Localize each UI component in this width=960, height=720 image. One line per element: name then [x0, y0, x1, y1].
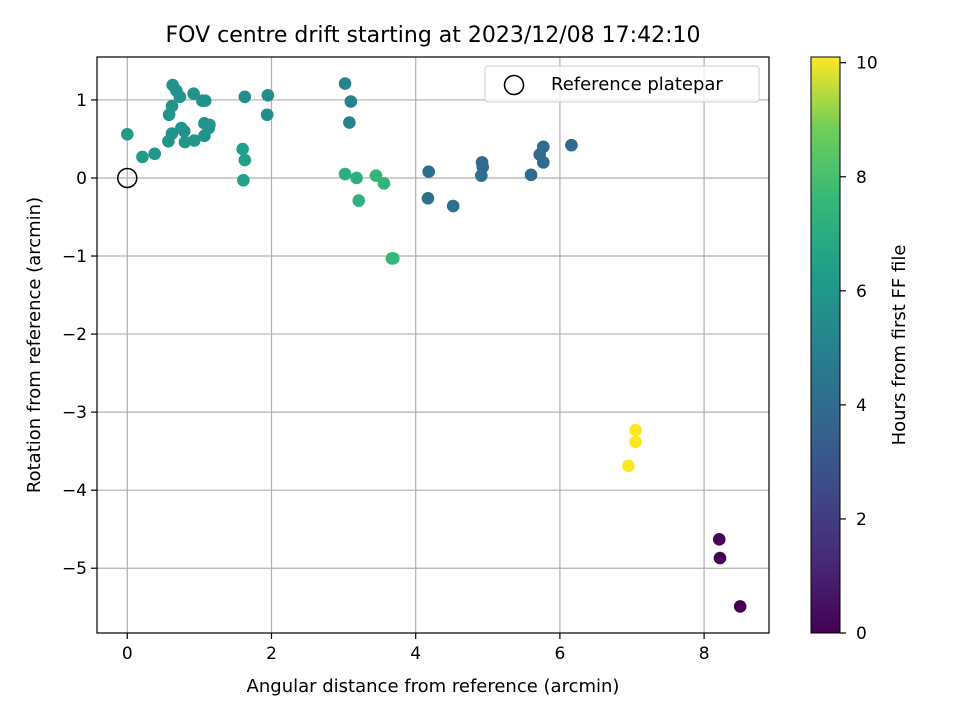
data-point: [629, 435, 642, 449]
y-tick-label: 1: [76, 91, 87, 111]
data-point: [187, 87, 200, 100]
data-point: [475, 169, 488, 182]
legend-box: [484, 65, 760, 103]
chart-title: FOV centre drift starting at 2023/12/08 …: [166, 23, 701, 48]
colorbar-tick-label: 4: [856, 396, 867, 416]
data-point: [236, 142, 249, 156]
data-point: [343, 116, 356, 129]
data-points: [117, 77, 747, 613]
data-point: [369, 169, 383, 182]
colorbar: 0 2 4 6 8 10 Hours from first FF file: [810, 54, 910, 644]
x-tick-label: 2: [266, 644, 277, 664]
x-tick-label: 6: [554, 644, 565, 664]
x-tick-label: 0: [122, 644, 133, 664]
x-axis-label: Angular distance from reference (arcmin): [247, 676, 620, 697]
data-point: [178, 135, 192, 149]
y-tick-label: −1: [62, 247, 87, 267]
data-point: [537, 156, 550, 169]
data-point: [238, 90, 252, 104]
data-point: [237, 174, 250, 187]
colorbar-gradient: [810, 56, 841, 634]
colorbar-tick-label: 10: [856, 54, 878, 74]
plot-frame: [96, 56, 770, 634]
data-point: [713, 551, 727, 565]
data-point: [177, 124, 191, 138]
data-point: [260, 108, 274, 122]
data-point: [120, 127, 134, 141]
y-tick-label: −5: [62, 559, 87, 579]
data-point: [385, 252, 399, 265]
y-tick-label: −3: [62, 403, 87, 423]
data-point: [162, 108, 176, 122]
data-point: [162, 134, 175, 148]
reference-platepar-marker: [117, 167, 138, 189]
legend-marker-icon: [503, 74, 525, 96]
data-point: [524, 168, 538, 182]
colorbar-tick-label: 8: [856, 168, 867, 188]
colorbar-tick-label: 2: [856, 510, 867, 530]
data-point: [565, 138, 578, 152]
colorbar-label: Hours from first FF file: [889, 245, 910, 446]
data-point: [338, 167, 352, 181]
data-point: [352, 194, 366, 207]
data-point: [622, 459, 635, 473]
data-point: [338, 77, 352, 90]
x-tick-label: 4: [410, 644, 421, 664]
colorbar-tick-label: 0: [856, 624, 867, 644]
y-tick-label: −4: [62, 481, 87, 501]
colorbar-tick-label: 6: [856, 282, 867, 302]
data-point: [629, 423, 642, 437]
legend: Reference platepar: [484, 65, 760, 103]
legend-label: Reference platepar: [551, 74, 723, 95]
axis-ticks: 0 2 4 6 810−1−2−3−4−5: [62, 91, 710, 664]
data-point: [350, 171, 363, 185]
data-point: [173, 90, 187, 104]
data-point: [188, 134, 201, 147]
data-point: [446, 199, 460, 213]
data-point: [198, 94, 212, 108]
data-point: [712, 533, 726, 546]
data-point: [733, 600, 747, 613]
colorbar-ticks: 0 2 4 6 8 10: [840, 54, 878, 644]
data-point: [136, 150, 149, 164]
data-point: [148, 147, 161, 161]
y-tick-label: 0: [76, 169, 87, 189]
y-tick-label: −2: [62, 325, 87, 345]
data-point: [261, 88, 275, 102]
data-point: [422, 165, 435, 179]
data-point: [377, 177, 391, 190]
data-point: [421, 191, 435, 205]
y-axis-label: Rotation from reference (arcmin): [24, 197, 45, 493]
data-point: [198, 129, 211, 143]
data-point: [238, 153, 252, 167]
data-point: [344, 95, 358, 108]
x-tick-label: 8: [699, 644, 710, 664]
